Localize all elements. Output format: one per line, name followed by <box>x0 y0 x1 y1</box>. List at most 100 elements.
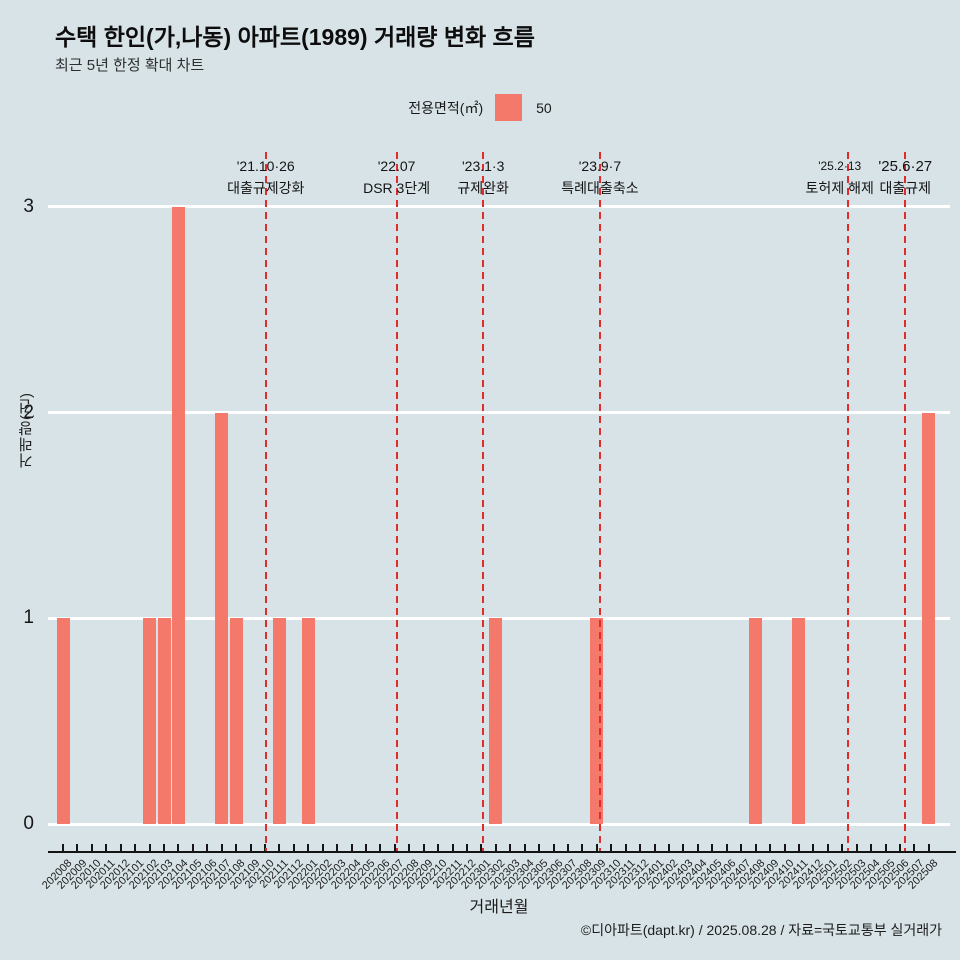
event-date: '25.2·13 <box>818 159 862 173</box>
x-tick <box>797 844 800 851</box>
x-tick <box>480 844 483 851</box>
x-tick <box>682 844 685 851</box>
x-tick <box>177 844 180 851</box>
event-label: 대출규제 <box>879 180 932 196</box>
source-credit: ©디아파트(dapt.kr) / 2025.08.28 / 자료=국토교통부 실… <box>580 922 942 938</box>
x-tick <box>163 844 165 851</box>
x-tick <box>235 844 238 851</box>
event-annotation-202207: '22.07 DSR 3단계 <box>363 158 430 197</box>
event-line-202207 <box>395 152 398 851</box>
event-label: 특례대출축소 <box>561 180 639 196</box>
x-tick <box>769 844 772 851</box>
y-tick-label: 3 <box>23 195 34 217</box>
chart-subtitle: 최근 5년 한정 확대 차트 <box>55 57 205 74</box>
bar-202102 <box>143 618 157 824</box>
x-tick <box>870 844 873 851</box>
x-tick <box>134 844 137 851</box>
x-tick <box>653 844 656 851</box>
x-tick <box>884 844 887 851</box>
x-tick <box>855 844 858 851</box>
x-tick <box>639 844 642 851</box>
event-label: 대출규제강화 <box>227 180 305 196</box>
x-tick <box>62 844 64 851</box>
x-tick <box>812 844 815 851</box>
x-tick <box>379 844 382 851</box>
x-tick <box>321 844 324 851</box>
x-tick <box>696 844 699 851</box>
event-line-202301 <box>482 152 485 851</box>
x-tick <box>711 844 714 851</box>
x-tick <box>826 844 829 851</box>
x-tick <box>783 844 786 851</box>
x-tick <box>422 844 425 851</box>
bar-202201 <box>301 618 315 824</box>
x-tick <box>567 844 570 851</box>
event-date: '22.07 <box>377 158 416 174</box>
x-tick <box>76 844 79 851</box>
x-tick <box>668 844 671 851</box>
y-tick-label: 1 <box>23 607 34 629</box>
y-tick-label: 0 <box>23 813 34 834</box>
x-tick <box>725 844 728 851</box>
x-tick <box>466 844 469 851</box>
bar-202408 <box>749 618 763 824</box>
x-tick <box>105 844 108 851</box>
x-axis-title: 거래년월 <box>469 899 529 916</box>
x-tick <box>610 844 613 851</box>
x-tick <box>220 844 223 851</box>
event-date: '23.1·3 <box>462 158 505 174</box>
x-tick <box>509 844 512 851</box>
x-tick <box>393 844 396 851</box>
x-tick <box>927 844 930 851</box>
event-annotation-202301: '23.1·3 규제완화 <box>457 158 509 197</box>
x-tick <box>494 844 497 851</box>
x-tick <box>90 844 93 851</box>
event-date: '21.10·26 <box>236 158 295 174</box>
bar-202103 <box>157 618 171 824</box>
legend-title: 전용면적(㎡) <box>408 99 484 116</box>
x-tick <box>119 844 122 851</box>
bar-202309 <box>590 618 604 824</box>
x-tick <box>365 844 368 851</box>
event-label: DSR 3단계 <box>363 180 431 196</box>
x-tick <box>841 844 844 851</box>
gridline-y2 <box>48 411 950 415</box>
gridline-y0 <box>48 822 950 826</box>
event-annotation-202506: '25.6·27 대출규제 <box>878 158 932 197</box>
x-tick <box>740 844 743 851</box>
event-label: 규제완화 <box>457 180 509 196</box>
event-label: 토허제 해제 <box>805 180 874 196</box>
x-tick <box>307 844 310 851</box>
legend-series-label: 50 <box>536 99 552 116</box>
x-tick <box>437 844 440 851</box>
x-tick <box>336 844 339 851</box>
bar-202411 <box>792 618 806 824</box>
x-tick <box>754 844 757 851</box>
bar-202302 <box>489 618 503 824</box>
bar-202108 <box>229 618 243 824</box>
x-tick <box>624 844 627 851</box>
bar-202107 <box>215 412 229 824</box>
y-tick-label: 2 <box>23 401 34 423</box>
event-line-202309 <box>598 152 601 851</box>
y-axis-title: 거래량(건) <box>18 392 35 468</box>
chart-title: 수택 한인(가,나동) 아파트(1989) 거래량 변화 흐름 <box>55 24 535 50</box>
event-date: '25.6·27 <box>878 158 933 175</box>
bar-202104 <box>171 206 185 824</box>
event-line-202502 <box>846 152 849 851</box>
bar-202008 <box>56 618 70 824</box>
x-tick <box>249 844 252 851</box>
x-tick <box>538 844 541 851</box>
bar-202111 <box>272 618 286 824</box>
event-date: '23.9·7 <box>578 158 622 174</box>
x-tick <box>451 844 454 851</box>
x-tick <box>350 844 353 851</box>
x-axis-line <box>48 851 956 853</box>
event-line-202110 <box>264 152 267 851</box>
x-tick <box>292 844 295 851</box>
x-tick <box>408 844 411 851</box>
x-tick <box>913 844 916 851</box>
x-tick <box>552 844 555 851</box>
x-tick <box>148 844 151 851</box>
